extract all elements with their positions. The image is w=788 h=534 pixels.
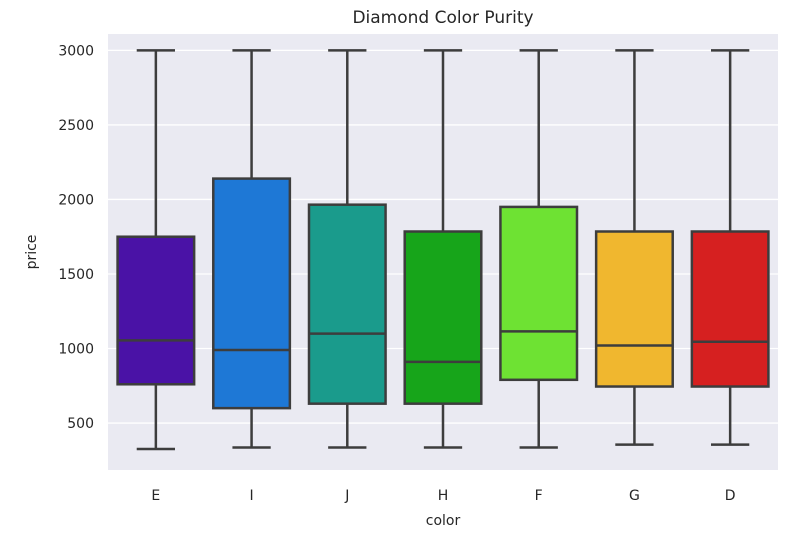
box-J (307, 49, 387, 449)
box-iqr (116, 235, 196, 386)
y-tick-label: 3000 (58, 43, 94, 59)
box-series (116, 49, 770, 451)
box-G (594, 49, 674, 446)
y-tick-label: 1500 (58, 267, 94, 283)
box-iqr (499, 205, 579, 382)
x-tick-label: H (438, 488, 449, 504)
y-tick-label: 1000 (58, 342, 94, 358)
box-H (403, 49, 483, 449)
x-tick-label: J (344, 488, 349, 504)
y-tick-label: 500 (67, 416, 94, 432)
y-axis-label: price (24, 235, 40, 270)
box-iqr (307, 203, 387, 405)
box-E (116, 49, 196, 451)
box-I (212, 49, 292, 449)
x-tick-label: E (151, 488, 160, 504)
box-iqr (212, 177, 292, 410)
x-tick-label: F (535, 488, 543, 504)
y-tick-label: 2500 (58, 118, 94, 134)
chart-title: Diamond Color Purity (352, 8, 533, 28)
x-tick-label: I (250, 488, 254, 504)
box-D (690, 49, 770, 446)
x-tick-label: D (725, 488, 736, 504)
box-F (499, 49, 579, 449)
y-tick-label: 2000 (58, 192, 94, 208)
box-iqr (403, 230, 483, 405)
box-iqr (690, 230, 770, 388)
box-iqr (594, 230, 674, 388)
x-tick-label: G (629, 488, 640, 504)
x-axis-label: color (426, 513, 461, 529)
y-axis-ticks: 500 1000 1500 2000 2500 3000 (58, 43, 94, 432)
